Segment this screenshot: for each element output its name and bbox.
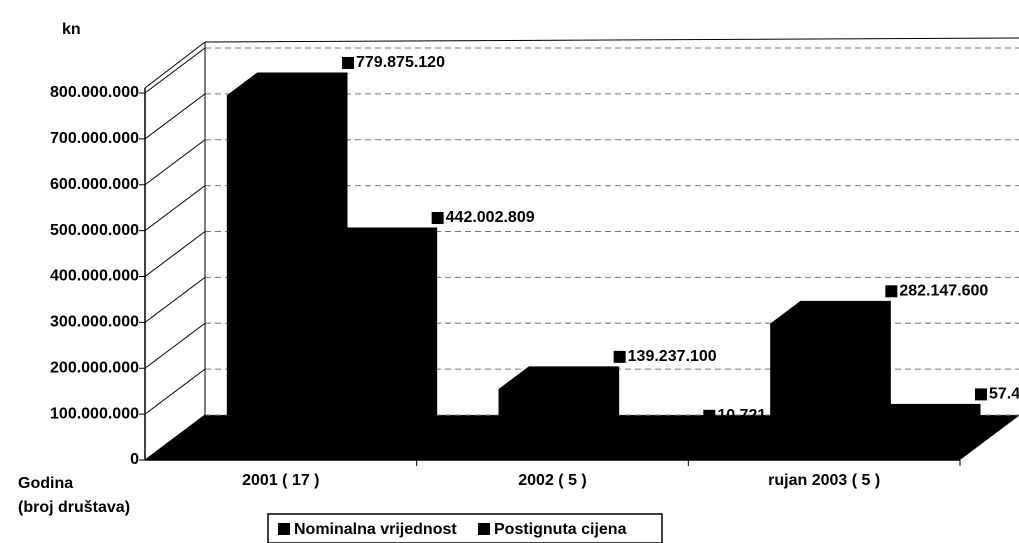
x-tick-label: rujan 2003 ( 5 ) bbox=[768, 472, 880, 489]
y-tick-label: 800.000.000 bbox=[50, 84, 139, 101]
y-unit: kn bbox=[62, 21, 81, 38]
bar bbox=[859, 403, 981, 454]
side-grid-line bbox=[144, 368, 206, 415]
side-grid-line bbox=[144, 47, 206, 94]
label-marker bbox=[613, 350, 626, 363]
bar bbox=[316, 227, 438, 454]
x-tick-label: 2002 ( 5 ) bbox=[518, 472, 586, 489]
x-axis-label: Godina bbox=[18, 475, 73, 492]
side-grid-line bbox=[144, 414, 206, 461]
legend-label: Nominalna vrijednost bbox=[294, 521, 457, 538]
y-tick-label: 200.000.000 bbox=[50, 359, 139, 376]
side-grid-line bbox=[144, 139, 206, 186]
label-marker bbox=[431, 211, 444, 224]
data-label: 442.002.809 bbox=[446, 209, 535, 226]
data-label: 282.147.600 bbox=[899, 283, 988, 300]
y-tick-label: 500.000.000 bbox=[50, 222, 139, 239]
x-tick-label: 2001 ( 17 ) bbox=[242, 472, 319, 489]
side-grid-line bbox=[144, 93, 206, 140]
label-marker bbox=[342, 56, 354, 69]
y-tick-label: 600.000.000 bbox=[50, 176, 139, 193]
label-marker bbox=[703, 409, 716, 422]
side-grid-line bbox=[144, 322, 206, 369]
y-tick-label: 0 bbox=[130, 451, 139, 468]
label-marker bbox=[974, 388, 987, 401]
data-label: 139.237.100 bbox=[628, 348, 717, 365]
data-label: 57.447.023 bbox=[989, 386, 1019, 403]
legend-swatch bbox=[278, 523, 290, 535]
y-tick-label: 700.000.000 bbox=[50, 130, 139, 147]
x-axis-label: (broj društava) bbox=[18, 499, 130, 516]
legend-label: Postignuta cijena bbox=[494, 521, 627, 538]
bar bbox=[588, 425, 709, 454]
data-label: 779.875.120 bbox=[356, 54, 445, 71]
legend-swatch bbox=[478, 523, 490, 535]
back-wall-top bbox=[204, 37, 1019, 43]
data-label: 10.721.736 bbox=[717, 407, 797, 424]
side-grid-line bbox=[144, 276, 206, 323]
y-tick-label: 400.000.000 bbox=[50, 268, 139, 285]
label-marker bbox=[885, 285, 898, 298]
side-grid-line bbox=[144, 185, 206, 232]
side-grid-line bbox=[144, 231, 206, 277]
legend-box bbox=[267, 513, 663, 543]
y-tick-label: 300.000.000 bbox=[50, 314, 139, 331]
side-wall-top bbox=[144, 41, 206, 89]
y-tick-label: 100.000.000 bbox=[50, 405, 139, 422]
